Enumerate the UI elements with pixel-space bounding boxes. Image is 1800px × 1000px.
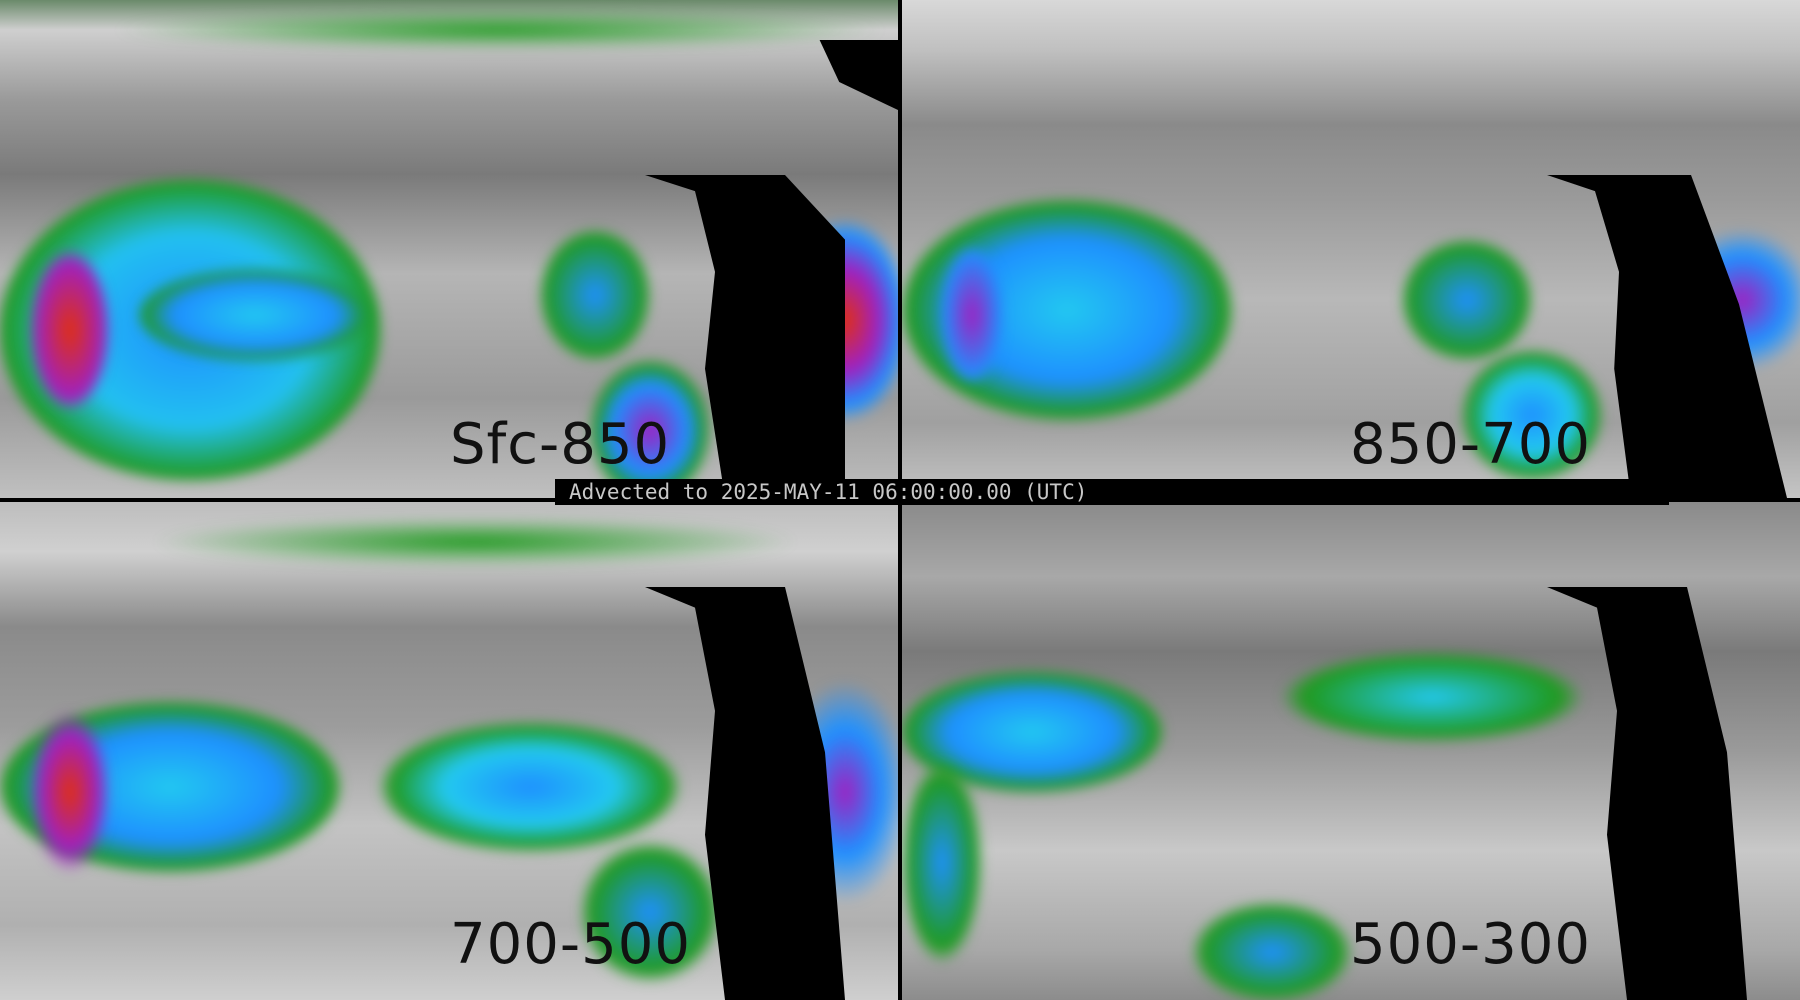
- panel-sfc-850: Sfc-850: [0, 0, 898, 498]
- panel-850-700: 850-700: [902, 0, 1800, 498]
- panel-label: Sfc-850: [450, 412, 671, 477]
- advection-time-banner: Advected to 2025-MAY-11 06:00:00.00 (UTC…: [555, 479, 1669, 505]
- panel-label: 700-500: [450, 912, 691, 977]
- panel-700-500: 700-500: [0, 502, 898, 1000]
- panel-label: 500-300: [1350, 912, 1591, 977]
- panel-500-300: 500-300: [902, 502, 1800, 1000]
- panel-label: 850-700: [1350, 412, 1591, 477]
